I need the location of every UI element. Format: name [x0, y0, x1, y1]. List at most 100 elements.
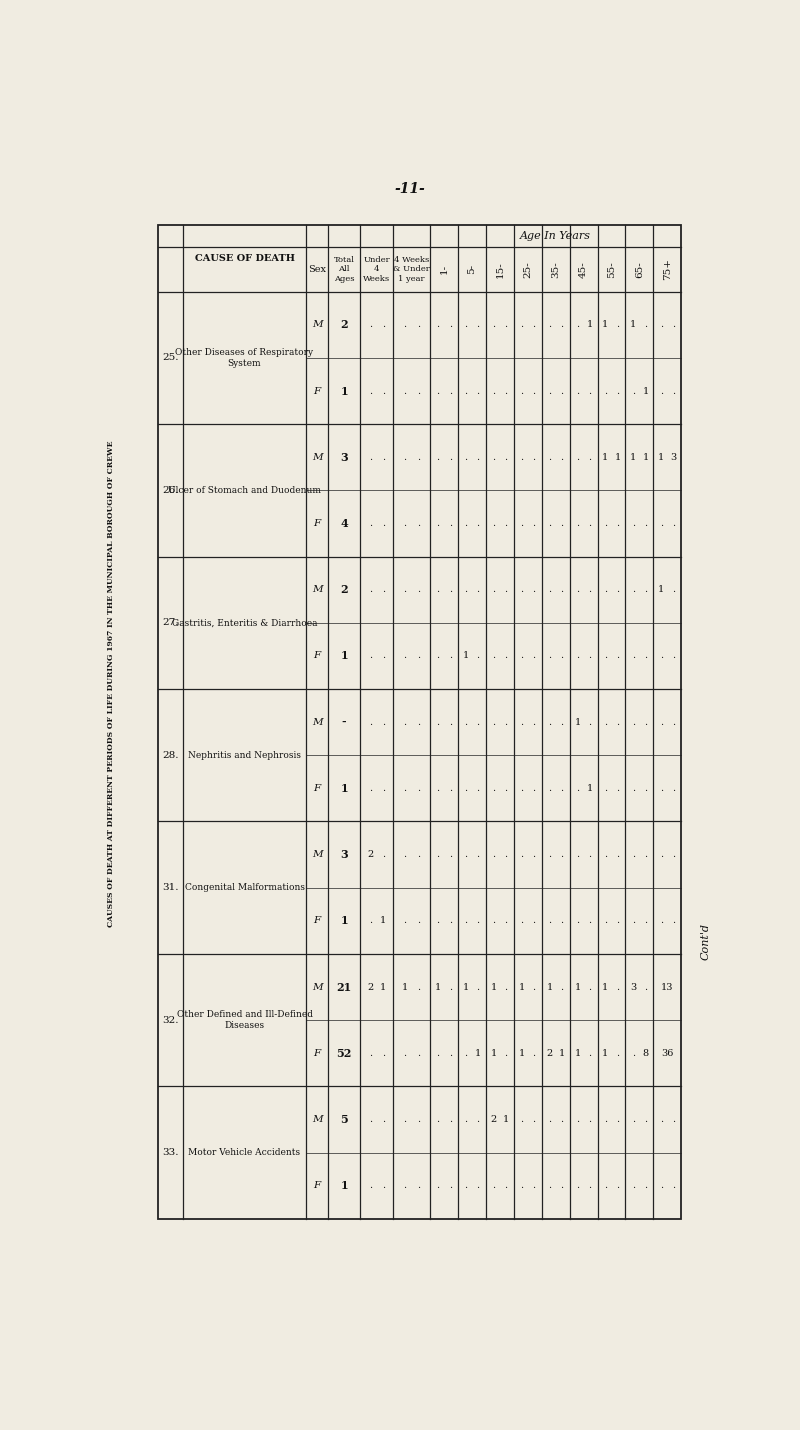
Text: .: . — [449, 1115, 452, 1124]
Text: .: . — [616, 718, 619, 726]
Text: .: . — [616, 585, 619, 595]
Text: 1: 1 — [340, 915, 348, 927]
Text: 1: 1 — [658, 453, 664, 462]
Text: .: . — [382, 849, 385, 859]
Text: .: . — [417, 320, 420, 329]
Text: .: . — [560, 320, 563, 329]
Text: .: . — [505, 652, 508, 661]
Text: .: . — [505, 982, 508, 991]
Text: .: . — [464, 1181, 467, 1190]
Text: .: . — [560, 849, 563, 859]
Text: .: . — [672, 917, 675, 925]
Text: 45-: 45- — [579, 262, 588, 277]
Text: 3: 3 — [670, 453, 677, 462]
Text: .: . — [616, 519, 619, 528]
Text: 25-: 25- — [523, 262, 532, 277]
Text: .: . — [532, 652, 535, 661]
Text: 1: 1 — [490, 1048, 497, 1058]
Text: Congenital Malformations: Congenital Malformations — [185, 884, 305, 892]
Bar — [158, 226, 682, 1218]
Text: .: . — [604, 849, 607, 859]
Text: Other Diseases of Respiratory
System: Other Diseases of Respiratory System — [175, 347, 314, 368]
Text: .: . — [672, 585, 675, 595]
Text: .: . — [632, 1115, 635, 1124]
Text: .: . — [477, 1181, 480, 1190]
Text: .: . — [588, 386, 591, 396]
Text: .: . — [560, 718, 563, 726]
Text: .: . — [382, 453, 385, 462]
Text: .: . — [417, 1048, 420, 1058]
Text: 36: 36 — [661, 1048, 674, 1058]
Text: 2: 2 — [367, 849, 374, 859]
Text: .: . — [548, 1115, 551, 1124]
Text: M: M — [312, 320, 322, 329]
Text: .: . — [492, 585, 495, 595]
Text: 31.: 31. — [162, 884, 178, 892]
Text: .: . — [576, 849, 579, 859]
Text: M: M — [312, 849, 322, 859]
Text: .: . — [548, 718, 551, 726]
Text: .: . — [477, 718, 480, 726]
Text: .: . — [436, 849, 439, 859]
Text: .: . — [417, 917, 420, 925]
Text: .: . — [436, 585, 439, 595]
Text: .: . — [520, 453, 523, 462]
Text: .: . — [604, 519, 607, 528]
Text: .: . — [644, 784, 647, 792]
Text: .: . — [464, 320, 467, 329]
Text: Nephritis and Nephrosis: Nephritis and Nephrosis — [188, 751, 301, 759]
Text: F: F — [314, 784, 321, 792]
Text: .: . — [532, 849, 535, 859]
Text: 3: 3 — [340, 849, 348, 859]
Text: .: . — [403, 1115, 406, 1124]
Text: .: . — [382, 320, 385, 329]
Text: .: . — [632, 917, 635, 925]
Text: .: . — [464, 784, 467, 792]
Text: 1: 1 — [658, 585, 664, 595]
Text: 1: 1 — [340, 1180, 348, 1191]
Text: .: . — [520, 585, 523, 595]
Text: .: . — [548, 917, 551, 925]
Text: .: . — [492, 784, 495, 792]
Text: .: . — [382, 1115, 385, 1124]
Text: .: . — [520, 652, 523, 661]
Text: .: . — [632, 784, 635, 792]
Text: .: . — [644, 652, 647, 661]
Text: .: . — [417, 982, 420, 991]
Text: .: . — [477, 652, 480, 661]
Text: .: . — [588, 453, 591, 462]
Text: .: . — [588, 1181, 591, 1190]
Text: .: . — [659, 849, 662, 859]
Text: .: . — [548, 849, 551, 859]
Text: .: . — [560, 982, 563, 991]
Text: .: . — [588, 849, 591, 859]
Text: .: . — [520, 320, 523, 329]
Text: 52: 52 — [337, 1048, 352, 1058]
Text: .: . — [382, 718, 385, 726]
Text: .: . — [616, 1181, 619, 1190]
Text: -11-: -11- — [394, 182, 426, 196]
Text: .: . — [449, 519, 452, 528]
Text: 35-: 35- — [551, 262, 560, 277]
Text: Ulcer of Stomach and Duodenum: Ulcer of Stomach and Duodenum — [168, 486, 321, 495]
Text: .: . — [436, 519, 439, 528]
Text: .: . — [369, 320, 372, 329]
Text: 1: 1 — [518, 1048, 525, 1058]
Text: .: . — [576, 320, 579, 329]
Text: .: . — [505, 320, 508, 329]
Text: M: M — [312, 982, 322, 991]
Text: .: . — [369, 1115, 372, 1124]
Text: .: . — [632, 519, 635, 528]
Text: .: . — [632, 718, 635, 726]
Text: .: . — [644, 320, 647, 329]
Text: .: . — [644, 1115, 647, 1124]
Text: 1: 1 — [490, 982, 497, 991]
Text: .: . — [492, 718, 495, 726]
Text: .: . — [576, 386, 579, 396]
Text: .: . — [477, 519, 480, 528]
Text: .: . — [477, 1115, 480, 1124]
Text: Cont'd: Cont'd — [701, 924, 711, 960]
Text: .: . — [477, 982, 480, 991]
Text: .: . — [449, 1181, 452, 1190]
Text: F: F — [314, 1181, 321, 1190]
